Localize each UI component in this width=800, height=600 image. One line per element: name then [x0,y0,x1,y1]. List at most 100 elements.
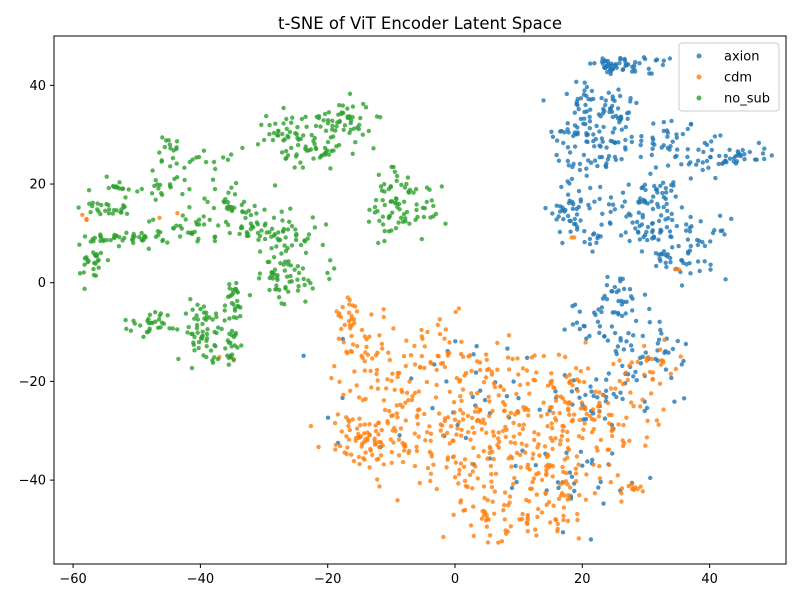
point-cdm [588,413,593,419]
point-cdm [606,447,612,452]
point-cdm [505,355,511,360]
point-cdm [489,479,494,484]
point-axion [592,144,597,149]
point-no_sub [225,204,231,209]
point-axion [587,114,592,120]
point-cdm [551,410,556,415]
point-cdm [545,383,551,388]
point-no_sub [303,250,309,255]
point-cdm [363,396,368,402]
point-axion [652,183,657,189]
point-cdm [362,457,367,462]
point-cdm [367,465,372,470]
point-cdm [519,441,524,446]
point-cdm [457,467,462,473]
point-cdm [447,441,452,446]
point-cdm [460,411,466,416]
x-tick-label: 0 [451,572,459,587]
point-no_sub [350,104,356,109]
point-axion [616,140,621,145]
point-cdm [410,394,415,399]
y-tick-label: −40 [19,474,46,489]
point-cdm [406,398,411,403]
point-axion [570,164,575,170]
point-cdm [399,387,404,393]
point-cdm [668,371,673,377]
point-no_sub [88,210,93,215]
point-no_sub [322,145,328,151]
point-axion [622,56,627,62]
point-cdm [468,437,473,442]
point-cdm [427,424,432,429]
point-axion [704,158,710,164]
point-axion [553,389,558,394]
point-cdm [468,523,474,528]
point-axion [656,218,662,224]
point-no_sub [194,326,200,331]
point-no_sub [239,225,245,231]
point-cdm [481,448,486,454]
point-no_sub [229,333,235,338]
point-cdm [590,407,596,412]
point-no_sub [223,346,228,351]
point-no_sub [292,165,297,170]
legend-marker-no_sub [696,95,702,101]
point-cdm [562,493,567,498]
point-cdm [347,297,352,303]
point-axion [628,294,634,299]
point-cdm [339,326,344,332]
point-axion [612,140,618,146]
point-axion [567,150,573,155]
point-cdm [571,412,577,417]
point-axion [659,145,664,150]
point-cdm [367,334,372,339]
point-cdm [629,360,634,365]
point-cdm [606,412,612,417]
point-axion [694,162,699,167]
point-axion [679,258,685,263]
point-axion [577,167,583,173]
point-no_sub [271,233,277,238]
point-axion [582,229,587,234]
point-axion [565,213,571,219]
point-axion [430,405,435,411]
point-cdm [560,464,565,470]
point-no_sub [401,199,407,204]
point-no_sub [290,115,295,120]
point-axion [700,167,705,173]
point-axion [689,224,694,229]
point-cdm [619,499,624,504]
point-cdm [500,428,506,434]
point-axion [604,145,609,150]
point-axion [675,147,680,152]
point-axion [674,223,679,229]
point-cdm [365,438,370,443]
point-cdm [621,422,626,428]
point-cdm [375,378,380,383]
point-no_sub [112,232,117,238]
point-axion [661,119,666,125]
point-cdm [531,451,536,457]
point-axion [644,405,650,411]
point-no_sub [402,185,408,190]
point-cdm [502,502,507,508]
point-no_sub [295,125,300,130]
point-axion [623,311,628,316]
point-no_sub [160,237,166,243]
point-axion [587,333,592,339]
point-cdm [654,418,660,423]
point-cdm [440,433,446,438]
point-no_sub [312,141,317,147]
point-axion [668,255,673,261]
point-cdm [568,378,573,384]
point-cdm [456,306,462,311]
point-axion [681,358,686,364]
legend-label-axion: axion [724,50,759,65]
point-cdm [362,359,367,364]
point-no_sub [227,316,232,321]
point-cdm [346,417,351,423]
point-no_sub [318,124,323,129]
point-axion [611,391,616,397]
point-no_sub [382,228,387,234]
point-no_sub [92,260,97,266]
